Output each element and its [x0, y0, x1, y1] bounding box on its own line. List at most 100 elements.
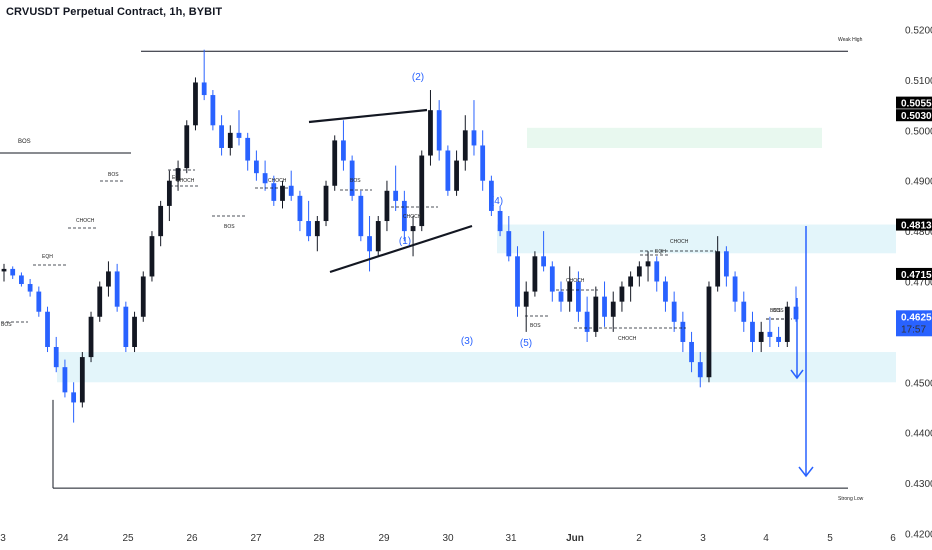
- candle-body: [349, 160, 355, 196]
- structure-label: CHOCH: [670, 239, 689, 245]
- candle-body: [193, 82, 198, 126]
- wave-label: (1): [399, 236, 411, 247]
- price-tag-label: 0.5030: [901, 111, 932, 122]
- time-tick: 5: [827, 533, 833, 544]
- candle-body: [480, 145, 486, 181]
- bos-level-label: BOS: [18, 139, 31, 145]
- candle-body: [175, 168, 181, 181]
- candle-body: [715, 251, 721, 287]
- candle-body: [27, 284, 33, 292]
- candle-body: [750, 321, 755, 342]
- candle-body: [280, 185, 285, 201]
- candle-body: [323, 185, 329, 222]
- time-tick: 27: [250, 533, 262, 544]
- wave-label: (2): [412, 72, 424, 83]
- candle-body: [314, 221, 320, 237]
- candle-body: [549, 266, 555, 292]
- candle-body: [375, 221, 381, 252]
- structure-label: BOS: [108, 172, 119, 178]
- time-tick: 28: [313, 533, 325, 544]
- candle-body: [436, 110, 442, 151]
- price-tag-label: 0.4813: [901, 221, 932, 232]
- candle-body: [201, 82, 207, 96]
- time-tick: 3: [700, 533, 706, 544]
- time-tick: 31: [505, 533, 517, 544]
- candle-body: [619, 286, 625, 302]
- structure-label: BOS: [1, 322, 12, 328]
- structure-label: CHOCH: [403, 214, 422, 220]
- price-tag-time: 17:57: [901, 324, 926, 335]
- structure-label: CHOCH: [176, 178, 195, 184]
- candle-body: [123, 306, 129, 348]
- structure-label: BOS: [350, 178, 361, 184]
- price-tag: [896, 109, 932, 122]
- candle-body: [680, 321, 686, 342]
- structure-label: CHOCH: [76, 218, 95, 224]
- candle-body: [610, 301, 616, 317]
- candle-body: [53, 347, 59, 368]
- structure-label: BOS: [770, 308, 781, 314]
- structure-label: BOS: [773, 308, 784, 314]
- zone-lower-demand: [57, 352, 896, 383]
- structure-label: BOS: [224, 224, 235, 230]
- candle-body: [541, 256, 546, 267]
- wedge-upper-line: [308, 108, 428, 124]
- candle-body: [706, 286, 712, 378]
- zone-supply: [527, 127, 822, 148]
- time-tick: 25: [122, 533, 134, 544]
- candle-body: [236, 132, 242, 138]
- candle-body: [36, 291, 42, 312]
- candle-body: [532, 256, 538, 292]
- candle-body: [419, 155, 425, 227]
- candle-body: [262, 173, 268, 184]
- time-tick: 26: [186, 533, 198, 544]
- candle-body: [776, 336, 781, 342]
- candle-body: [332, 140, 338, 186]
- levels-layer: Weak High Strong Low BOS: [0, 37, 864, 502]
- candle-body: [245, 137, 251, 161]
- candle-body: [645, 261, 651, 267]
- candle-body: [454, 160, 459, 191]
- candle-body: [254, 160, 259, 174]
- candle-body: [671, 301, 677, 322]
- candle-body: [523, 291, 529, 307]
- candle-body: [367, 236, 372, 252]
- candle-body: [697, 362, 703, 378]
- candle-body: [19, 275, 24, 285]
- candle-body: [271, 183, 277, 201]
- candle-body: [462, 130, 468, 161]
- candle-body: [506, 231, 512, 257]
- price-tag-label: 0.5055: [901, 99, 932, 110]
- price-tag-label: 0.4625: [901, 312, 932, 323]
- candle-body: [79, 357, 85, 403]
- candle-body: [158, 205, 164, 237]
- candle-body: [10, 268, 16, 276]
- time-tick: 3: [0, 533, 6, 544]
- time-axis[interactable]: 3 24 25 26 27 28 29 30 31 Jun 2 3 4 5 6: [0, 533, 896, 544]
- candles-layer: [1, 49, 799, 423]
- candle-body: [558, 291, 564, 302]
- candle-body: [384, 190, 390, 222]
- candle-body: [97, 286, 103, 317]
- time-tick: 2: [636, 533, 642, 544]
- wave-label: (4): [491, 196, 503, 207]
- candle-body: [628, 276, 634, 287]
- projection-arrow-long-head: [798, 466, 814, 478]
- candle-body: [515, 256, 520, 307]
- wave-label: (3): [461, 336, 473, 347]
- candle-body: [140, 276, 146, 317]
- price-tag: [896, 96, 932, 109]
- candle-body: [767, 331, 773, 337]
- weak-high-label: Weak High: [838, 37, 863, 43]
- candle-body: [288, 185, 294, 196]
- time-tick: 24: [57, 533, 69, 544]
